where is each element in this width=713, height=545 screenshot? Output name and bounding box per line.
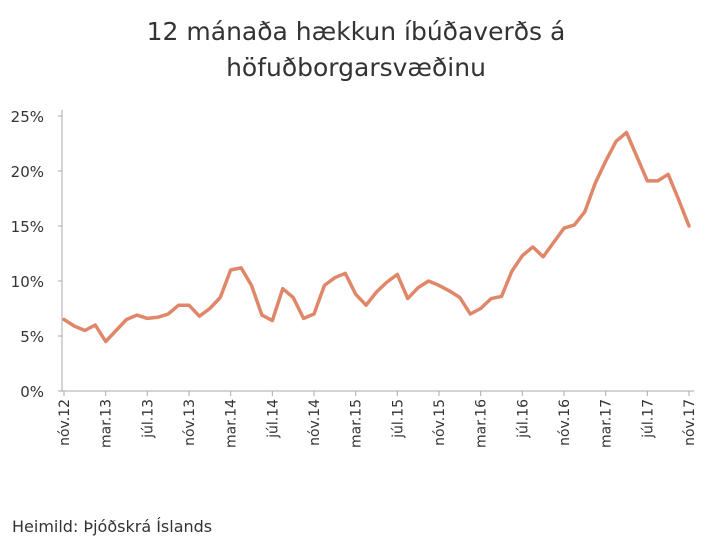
y-tick-label: 15% [11,218,44,236]
y-tick-label: 20% [11,163,44,181]
x-tick-label: júl.14 [265,399,281,439]
x-tick-label: nóv.14 [307,399,323,446]
x-tick-label: nóv.12 [57,399,73,446]
x-tick-label: mar.16 [474,399,490,448]
x-tick-label: júl.16 [515,399,531,439]
x-tick-label: júl.13 [140,399,156,439]
x-tick-label: nóv.13 [182,399,198,446]
x-tick-label: mar.15 [349,399,365,448]
y-tick-label: 0% [20,383,44,401]
x-tick-label: júl.17 [640,399,656,439]
line [62,130,691,344]
y-tick-label: 10% [11,273,44,291]
x-tick-label: nóv.16 [557,399,573,446]
chart-title: höfuðborgarsvæðinu [226,53,486,82]
x-tick-label: nóv.15 [432,399,448,446]
x-tick-label: mar.13 [99,399,115,448]
y-tick-label: 5% [20,328,44,346]
x-tick-label: nóv.17 [682,399,698,446]
x-tick-label: mar.14 [224,399,240,448]
x-tick-label: júl.15 [390,399,406,439]
source: Heimild: Þjóðskrá Íslands [12,517,212,536]
x-tick-label: mar.17 [599,399,615,448]
chart-title: 12 mánaða hækkun íbúðaverðs á [147,17,566,46]
y-tick-label: 25% [11,108,44,126]
